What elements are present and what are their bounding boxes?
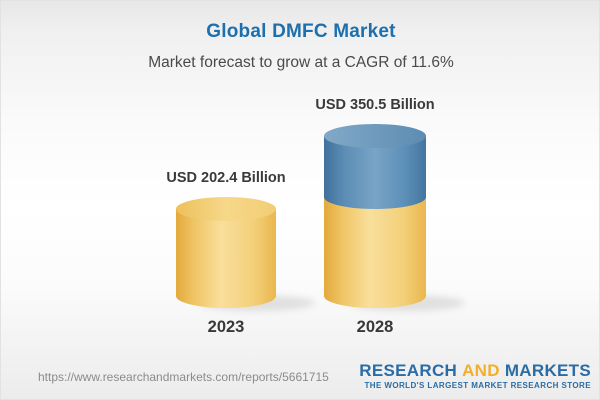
research-and-markets-logo: RESEARCH AND MARKETS THE WORLD'S LARGEST… bbox=[359, 362, 591, 390]
logo-tagline: THE WORLD'S LARGEST MARKET RESEARCH STOR… bbox=[364, 381, 591, 390]
logo-word-markets: MARKETS bbox=[504, 361, 591, 380]
report-url: https://www.researchandmarkets.com/repor… bbox=[38, 370, 329, 384]
logo-word-research: RESEARCH bbox=[359, 361, 458, 380]
bar-2028-cylinder bbox=[324, 124, 426, 308]
page-title: Global DMFC Market bbox=[206, 21, 396, 42]
bar-2028-growth-segment bbox=[324, 136, 426, 209]
page-subtitle: Market forecast to grow at a CAGR of 11.… bbox=[148, 54, 454, 71]
axis-label-2028: 2028 bbox=[356, 318, 394, 336]
logo-wordmark: RESEARCH AND MARKETS bbox=[359, 362, 591, 379]
logo-word-and: AND bbox=[462, 361, 500, 380]
value-label-2023: USD 202.4 Billion bbox=[166, 170, 286, 186]
value-label-2028: USD 350.5 Billion bbox=[315, 97, 435, 113]
bar-2023-cylinder bbox=[176, 197, 276, 308]
bar-2028-base-segment bbox=[324, 197, 426, 308]
axis-label-2023: 2023 bbox=[207, 318, 245, 336]
